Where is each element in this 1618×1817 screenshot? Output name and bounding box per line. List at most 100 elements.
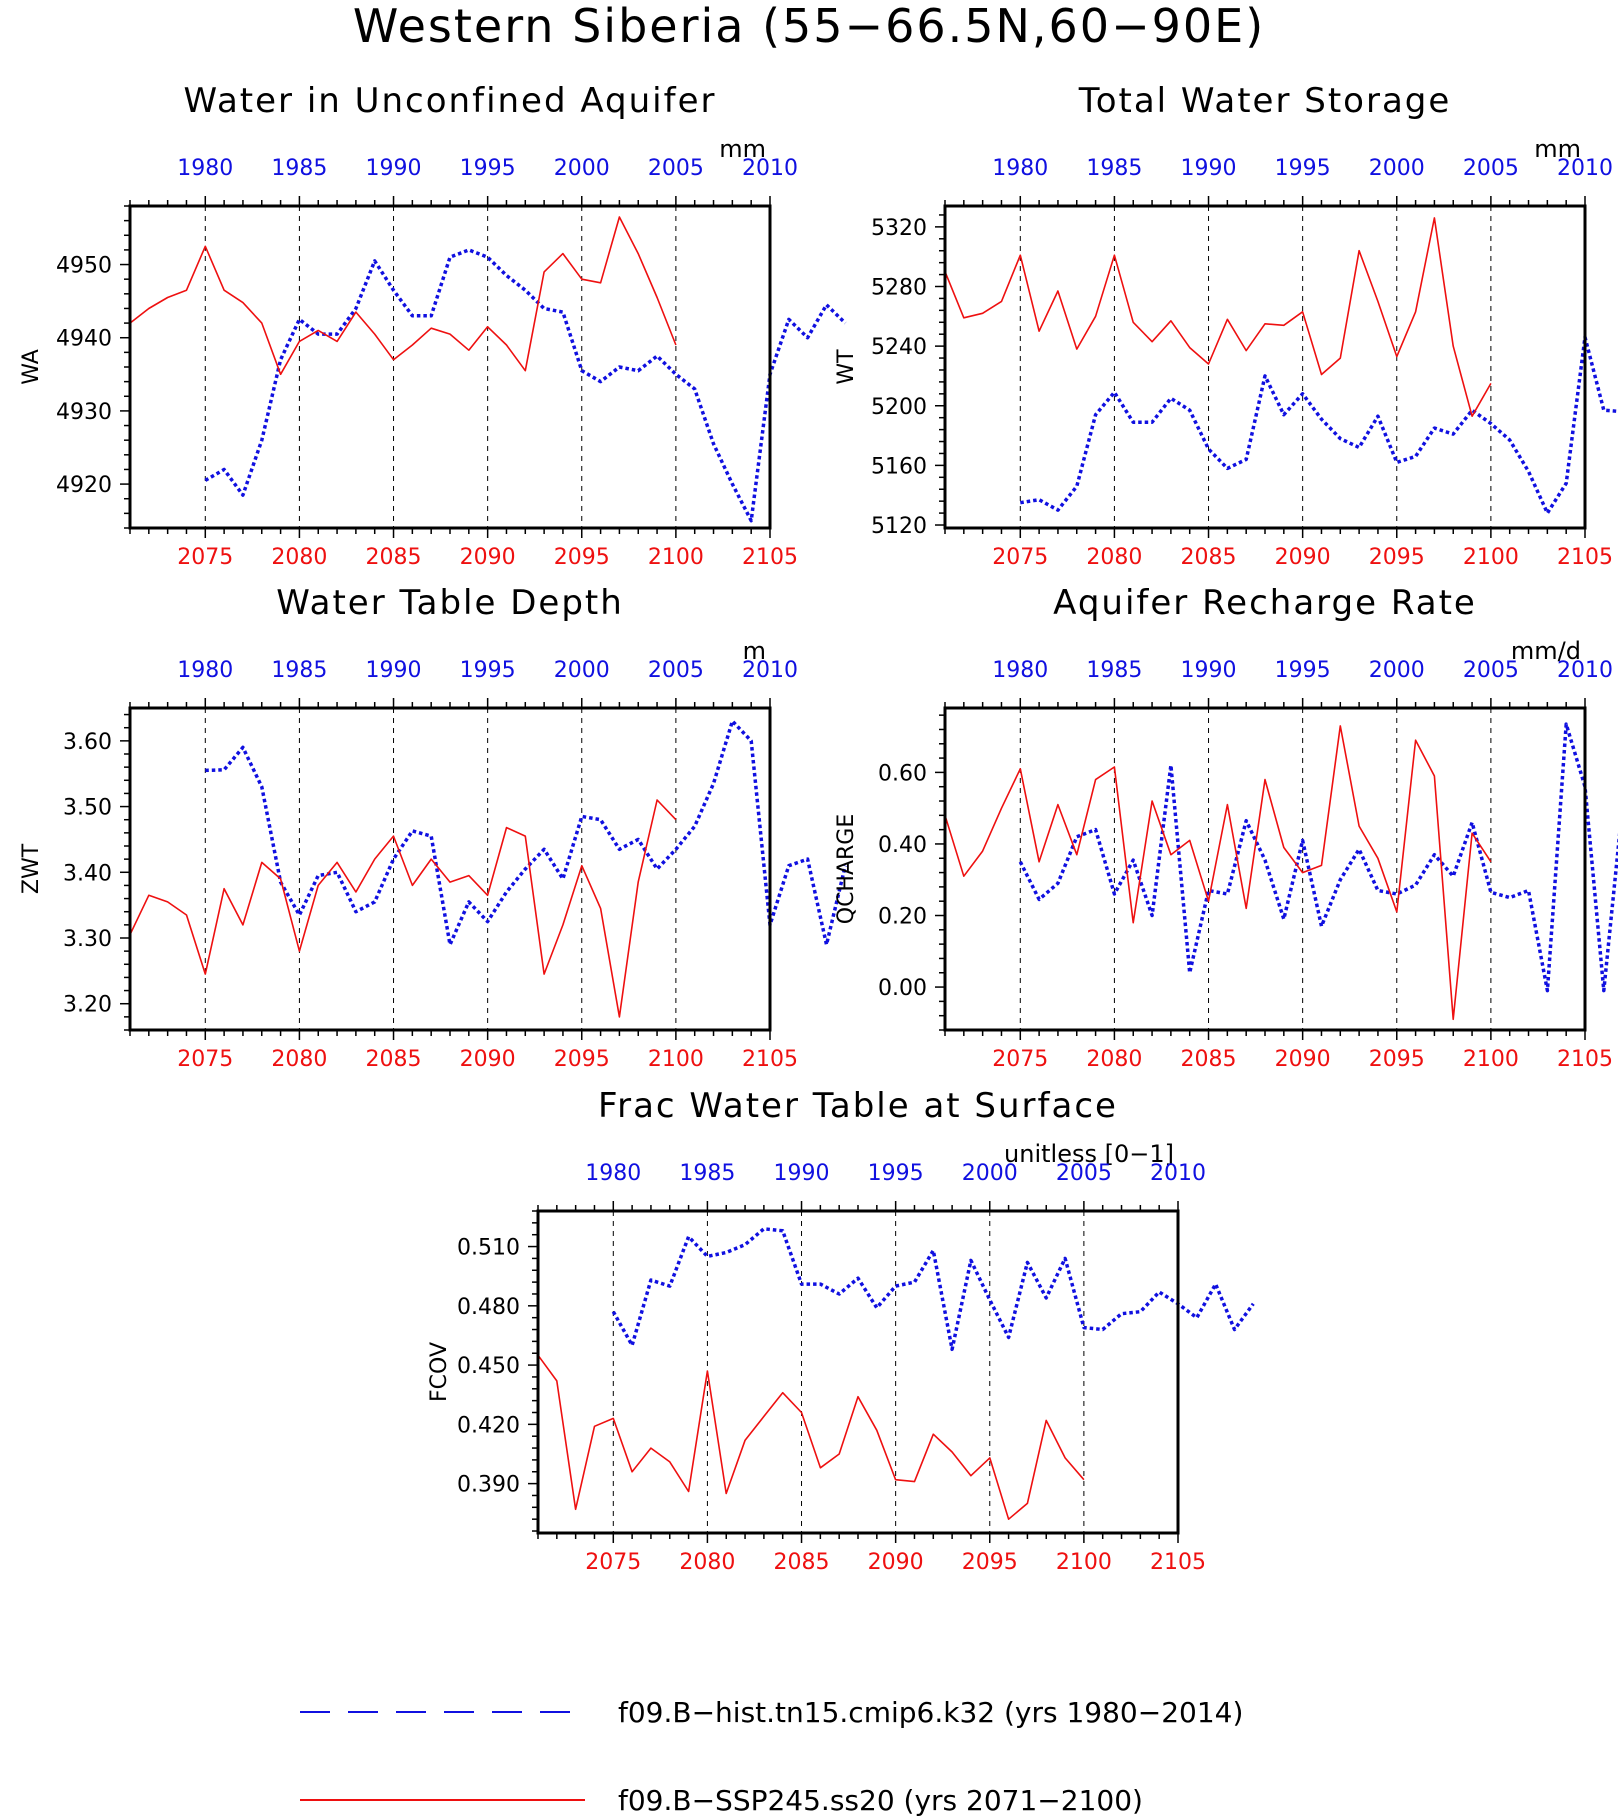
x-tick-label-bottom: 2105 xyxy=(742,1047,798,1072)
series-historical-line xyxy=(1018,722,1618,993)
x-tick-label-bottom: 2085 xyxy=(366,545,422,570)
x-tick-label-bottom: 2090 xyxy=(868,1550,924,1575)
y-axis-label: WA xyxy=(19,349,44,385)
x-tick-label-top: 1995 xyxy=(1275,658,1331,683)
x-tick-label-bottom: 2105 xyxy=(1557,1047,1613,1072)
x-tick-label-top: 1990 xyxy=(1181,156,1237,181)
y-tick-label: 3.40 xyxy=(63,861,112,886)
x-tick-label-bottom: 2075 xyxy=(177,1047,233,1072)
x-tick-label-bottom: 2085 xyxy=(774,1550,830,1575)
x-tick-label-bottom: 2075 xyxy=(992,545,1048,570)
x-tick-label-top: 2005 xyxy=(648,658,704,683)
series-future-line xyxy=(537,1354,1085,1520)
x-tick-label-top: 2000 xyxy=(1369,156,1425,181)
x-tick-label-bottom: 2075 xyxy=(992,1047,1048,1072)
panel-water-table-depth: Water Table Depth m 2075 2080 2085 2090 2095 21… xyxy=(19,583,848,1072)
y-tick-label: 4940 xyxy=(56,327,112,352)
units-label: unitless [0−1] xyxy=(1004,1140,1174,1168)
y-axis-label: WT xyxy=(834,349,859,385)
x-tick-label-bottom: 2095 xyxy=(962,1550,1018,1575)
y-tick-label: 0.60 xyxy=(878,761,927,786)
series-future-line xyxy=(944,217,1492,418)
x-tick-label-bottom: 2095 xyxy=(554,1047,610,1072)
y-tick-label: 5240 xyxy=(871,335,927,360)
y-axis-label: ZWT xyxy=(19,843,44,894)
x-tick-label-top: 2005 xyxy=(648,156,704,181)
y-tick-label: 3.30 xyxy=(63,927,112,952)
y-tick-label: 3.50 xyxy=(63,796,112,821)
x-tick-label-top: 1980 xyxy=(992,156,1048,181)
x-tick-label-bottom: 2105 xyxy=(1150,1550,1206,1575)
plot-frame xyxy=(943,706,1587,1032)
x-tick-label-bottom: 2090 xyxy=(1275,1047,1331,1072)
plot-frame xyxy=(128,706,772,1032)
x-tick-label-top: 2000 xyxy=(1369,658,1425,683)
y-tick-label: 0.20 xyxy=(878,905,927,930)
y-tick-label: 0.00 xyxy=(878,976,927,1001)
x-tick-label-top: 1985 xyxy=(1086,156,1142,181)
x-tick-label-top: 2000 xyxy=(554,658,610,683)
x-tick-label-bottom: 2100 xyxy=(1056,1550,1112,1575)
series-future-line xyxy=(129,216,677,376)
series-historical-line xyxy=(1020,335,1618,515)
panel-title: Total Water Storage xyxy=(1078,81,1452,121)
panel-total-water-storage: Total Water Storage mm 2075 2080 2085 2090 209… xyxy=(834,81,1618,570)
x-tick-label-bottom: 2095 xyxy=(1369,1047,1425,1072)
x-tick-label-bottom: 2080 xyxy=(1086,545,1142,570)
x-tick-label-top: 1990 xyxy=(366,658,422,683)
x-tick-label-top: 1990 xyxy=(1181,658,1237,683)
x-tick-label-bottom: 2100 xyxy=(648,545,704,570)
x-tick-label-bottom: 2105 xyxy=(1557,545,1613,570)
x-tick-label-top: 2010 xyxy=(742,658,798,683)
x-tick-label-bottom: 2090 xyxy=(1275,545,1331,570)
y-tick-label: 0.450 xyxy=(457,1354,520,1379)
x-tick-label-bottom: 2080 xyxy=(679,1550,735,1575)
panel-aquifer-recharge-rate: Aquifer Recharge Rate mm/d 2075 2080 2085 209… xyxy=(834,583,1618,1072)
x-tick-label-top: 2010 xyxy=(1557,156,1613,181)
plot-frame xyxy=(128,204,772,530)
x-tick-label-bottom: 2090 xyxy=(460,545,516,570)
x-tick-label-top: 1995 xyxy=(460,156,516,181)
x-tick-label-top: 2010 xyxy=(1557,658,1613,683)
x-tick-label-top: 1995 xyxy=(868,1161,924,1186)
x-tick-label-top: 1985 xyxy=(271,156,327,181)
x-tick-label-top: 1990 xyxy=(774,1161,830,1186)
panel-title: Frac Water Table at Surface xyxy=(598,1086,1118,1126)
y-tick-label: 0.390 xyxy=(457,1473,520,1498)
x-tick-label-bottom: 2075 xyxy=(177,545,233,570)
x-tick-label-bottom: 2080 xyxy=(271,545,327,570)
x-tick-label-bottom: 2105 xyxy=(742,545,798,570)
x-tick-label-top: 1995 xyxy=(1275,156,1331,181)
y-tick-label: 5200 xyxy=(871,395,927,420)
y-tick-label: 5160 xyxy=(871,454,927,479)
x-tick-label-bottom: 2085 xyxy=(1181,545,1237,570)
x-tick-label-bottom: 2100 xyxy=(1463,1047,1519,1072)
series-future-line xyxy=(129,799,677,1018)
x-tick-label-bottom: 2095 xyxy=(1369,545,1425,570)
x-tick-label-bottom: 2085 xyxy=(1181,1047,1237,1072)
x-tick-label-top: 2005 xyxy=(1056,1161,1112,1186)
y-tick-label: 4930 xyxy=(56,400,112,425)
panel-frac-water-table-surface: Frac Water Table at Surface unitless [0−1… xyxy=(427,1086,1255,1575)
x-tick-label-top: 2005 xyxy=(1463,658,1519,683)
y-tick-label: 5280 xyxy=(871,276,927,301)
y-tick-label: 0.510 xyxy=(457,1236,520,1261)
x-tick-label-top: 1990 xyxy=(366,156,422,181)
x-tick-label-bottom: 2075 xyxy=(585,1550,641,1575)
y-tick-label: 3.60 xyxy=(63,730,112,755)
y-axis-label: QCHARGE xyxy=(834,814,859,925)
x-tick-label-bottom: 2095 xyxy=(554,545,610,570)
x-tick-label-bottom: 2100 xyxy=(648,1047,704,1072)
x-tick-label-top: 2000 xyxy=(554,156,610,181)
x-tick-label-top: 1985 xyxy=(679,1161,735,1186)
x-tick-label-bottom: 2080 xyxy=(271,1047,327,1072)
x-tick-label-bottom: 2100 xyxy=(1463,545,1519,570)
x-tick-label-top: 2005 xyxy=(1463,156,1519,181)
legend-historical-label: f09.B−hist.tn15.cmip6.k32 (yrs 1980−2014… xyxy=(618,1696,1243,1729)
legend-future-label: f09.B−SSP245.ss20 (yrs 2071−2100) xyxy=(618,1784,1143,1817)
x-tick-label-top: 1980 xyxy=(177,156,233,181)
x-tick-label-top: 2010 xyxy=(1150,1161,1206,1186)
plot-frame xyxy=(536,1209,1180,1535)
